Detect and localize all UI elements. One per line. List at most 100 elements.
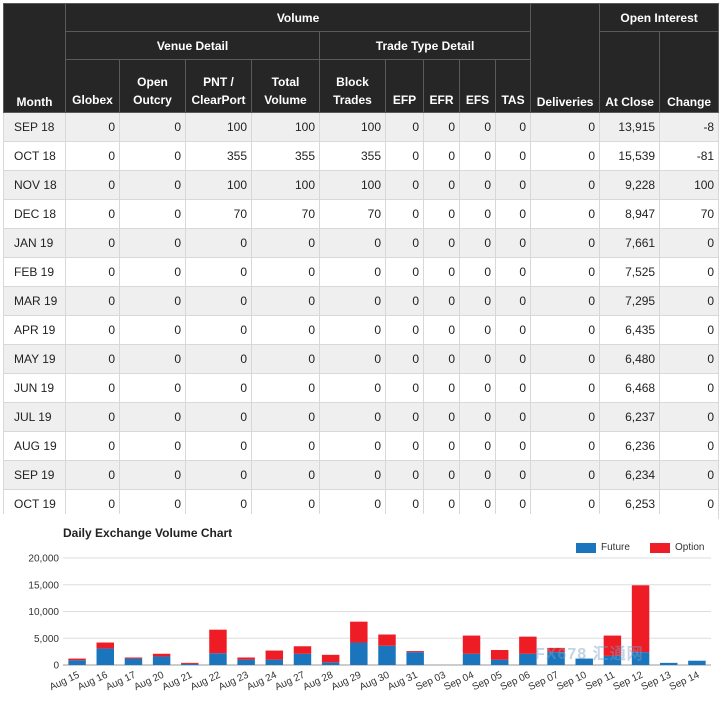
header-block-trades: Block Trades — [319, 59, 386, 113]
bar-future — [350, 642, 368, 665]
bar-option — [490, 650, 509, 660]
cell-efs: 0 — [459, 402, 496, 432]
header-globex: Globex — [65, 59, 120, 113]
cell-efr: 0 — [423, 373, 460, 403]
cell-globex: 0 — [65, 431, 120, 461]
cell-tas: 0 — [494, 402, 532, 432]
cell-efp: 0 — [385, 170, 424, 200]
cell-tas: 0 — [494, 431, 532, 461]
cell-deliveries: 0 — [530, 373, 601, 403]
cell-open-outcry: 0 — [119, 199, 186, 229]
cell-pnt-clearport: 0 — [185, 257, 252, 287]
cell-open-outcry: 0 — [119, 170, 186, 200]
x-tick-label: Aug 17 — [104, 670, 138, 694]
cell-efs: 0 — [459, 199, 496, 229]
cell-block-trades: 0 — [319, 257, 386, 287]
table-row: JUL 19 0 0 0 0 0 0 0 0 0 0 6,237 0 — [3, 402, 720, 432]
cell-globex: 0 — [65, 460, 120, 490]
legend-label-option: Option — [675, 542, 705, 553]
header-pnt-clearport: PNT / ClearPort — [185, 59, 252, 113]
x-tick-label: Aug 23 — [217, 670, 251, 694]
x-tick-label: Sep 12 — [611, 670, 645, 694]
cell-globex: 0 — [65, 315, 120, 345]
legend-item-future[interactable]: Future — [576, 542, 630, 553]
cell-month: AUG 19 — [3, 431, 66, 461]
cell-deliveries: 0 — [530, 460, 601, 490]
cell-deliveries: 0 — [530, 344, 601, 374]
x-tick-label: Aug 22 — [189, 670, 223, 694]
header-trade-type-detail: Trade Type Detail — [318, 31, 532, 60]
daily-volume-chart: Daily Exchange Volume Chart Future Optio… — [3, 514, 718, 711]
cell-tas: 0 — [494, 344, 532, 374]
cell-tas: 0 — [494, 286, 532, 316]
bar-future — [152, 656, 171, 665]
bar-option — [124, 657, 143, 659]
cell-efp: 0 — [385, 344, 424, 374]
table-row: AUG 19 0 0 0 0 0 0 0 0 0 0 6,236 0 — [3, 431, 720, 461]
bar-future — [660, 662, 678, 665]
cell-tas: 0 — [494, 228, 532, 258]
cell-efp: 0 — [385, 431, 424, 461]
cell-efs: 0 — [459, 460, 496, 490]
bar-option — [462, 635, 481, 654]
cell-tas: 0 — [494, 141, 532, 171]
cell-pnt-clearport: 0 — [185, 431, 252, 461]
cell-globex: 0 — [65, 373, 120, 403]
legend-item-option[interactable]: Option — [650, 542, 704, 553]
cell-efs: 0 — [459, 315, 496, 345]
bar-future — [265, 659, 284, 665]
table-row: MAY 19 0 0 0 0 0 0 0 0 0 0 6,480 0 — [3, 344, 720, 374]
cell-open-outcry: 0 — [119, 315, 186, 345]
cell-month: MAR 19 — [3, 286, 66, 316]
x-tick-label: Aug 20 — [132, 670, 166, 694]
cell-month: SEP 18 — [3, 112, 66, 142]
cell-at-close: 6,480 — [599, 344, 661, 374]
cell-change: 0 — [659, 460, 720, 490]
cell-at-close: 7,295 — [599, 286, 661, 316]
cell-efs: 0 — [459, 286, 496, 316]
x-tick-label: Sep 10 — [555, 670, 589, 694]
cell-month: JUL 19 — [3, 402, 66, 432]
cell-efs: 0 — [459, 170, 496, 200]
cell-total-volume: 100 — [251, 112, 320, 142]
cell-change: 0 — [659, 489, 720, 519]
cell-month: APR 19 — [3, 315, 66, 345]
cell-tas: 0 — [494, 460, 532, 490]
cell-pnt-clearport: 0 — [185, 460, 252, 490]
bar-future — [547, 652, 565, 665]
cell-month: OCT 18 — [3, 141, 66, 171]
cell-total-volume: 355 — [251, 141, 320, 171]
cell-month: MAY 19 — [3, 344, 66, 374]
cell-open-outcry: 0 — [119, 257, 186, 287]
cell-change: 0 — [659, 402, 720, 432]
x-tick-label: Aug 29 — [330, 670, 364, 694]
cell-open-outcry: 0 — [119, 228, 186, 258]
cell-at-close: 15,539 — [599, 141, 661, 171]
cell-open-outcry: 0 — [119, 141, 186, 171]
bar-future — [237, 659, 255, 665]
bar-option — [519, 636, 537, 654]
cell-total-volume: 0 — [251, 228, 320, 258]
cell-efr: 0 — [423, 402, 460, 432]
bar-future — [96, 648, 114, 665]
x-tick-label: Sep 07 — [527, 670, 561, 694]
cell-total-volume: 0 — [251, 257, 320, 287]
cell-globex: 0 — [65, 141, 120, 171]
cell-at-close: 6,435 — [599, 315, 661, 345]
cell-efr: 0 — [423, 315, 460, 345]
cell-efs: 0 — [459, 344, 496, 374]
x-tick-label: Aug 30 — [358, 670, 392, 694]
cell-efs: 0 — [459, 141, 496, 171]
header-efs: EFS — [459, 59, 496, 113]
table-row: OCT 18 0 0 355 355 355 0 0 0 0 0 15,539 -81 — [3, 141, 720, 171]
cell-globex: 0 — [65, 286, 120, 316]
bar-future — [575, 658, 593, 665]
cell-deliveries: 0 — [530, 402, 601, 432]
cell-block-trades: 0 — [319, 315, 386, 345]
cell-block-trades: 100 — [319, 170, 386, 200]
cell-open-outcry: 0 — [119, 460, 186, 490]
cell-globex: 0 — [65, 228, 120, 258]
cell-pnt-clearport: 100 — [185, 170, 252, 200]
cell-block-trades: 0 — [319, 286, 386, 316]
cell-pnt-clearport: 0 — [185, 344, 252, 374]
